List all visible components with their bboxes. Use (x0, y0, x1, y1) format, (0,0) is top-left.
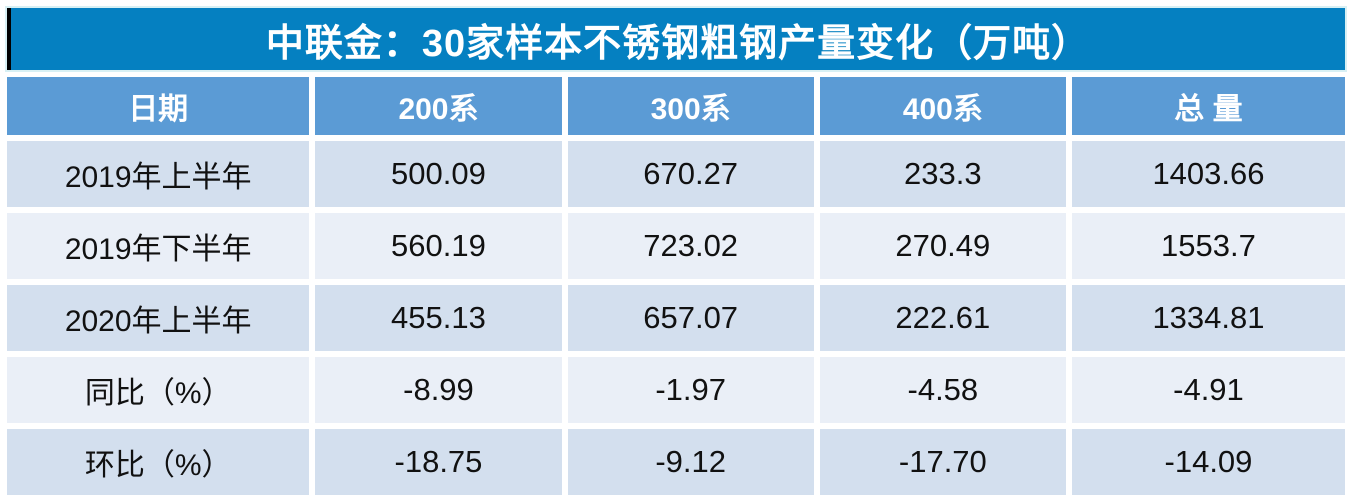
data-cell: -1.97 (567, 357, 814, 423)
data-cell: 1553.7 (1071, 213, 1345, 279)
data-cell: -4.91 (1071, 357, 1345, 423)
production-table: 日期 200系 300系 400系 总 量 2019年上半年 500.09 67… (7, 77, 1345, 495)
data-cell: 723.02 (567, 213, 814, 279)
header-cell-300: 300系 (567, 77, 814, 135)
header-cell-total: 总 量 (1071, 77, 1345, 135)
data-cell: -17.70 (819, 429, 1066, 495)
table-title-bar: 中联金：30家样本不锈钢粗钢产量变化（万吨） (5, 6, 1347, 72)
row-label: 同比（%） (7, 357, 310, 423)
data-cell: 500.09 (315, 141, 562, 207)
page-title: 中联金：30家样本不锈钢粗钢产量变化（万吨） (265, 22, 1091, 65)
data-cell: 1403.66 (1071, 141, 1345, 207)
data-cell: 270.49 (819, 213, 1066, 279)
data-cell: -9.12 (567, 429, 814, 495)
row-label: 2020年上半年 (7, 285, 310, 351)
data-cell: 670.27 (567, 141, 814, 207)
data-cell: 1334.81 (1071, 285, 1345, 351)
data-cell: -4.58 (819, 357, 1066, 423)
data-cell: -14.09 (1071, 429, 1345, 495)
row-label: 环比（%） (7, 429, 310, 495)
row-label: 2019年上半年 (7, 141, 310, 207)
header-cell-date: 日期 (7, 77, 310, 135)
header-cell-400: 400系 (819, 77, 1066, 135)
data-cell: 560.19 (315, 213, 562, 279)
data-cell: 233.3 (819, 141, 1066, 207)
row-label: 2019年下半年 (7, 213, 310, 279)
header-cell-200: 200系 (315, 77, 562, 135)
data-cell: -8.99 (315, 357, 562, 423)
data-cell: 455.13 (315, 285, 562, 351)
data-cell: -18.75 (315, 429, 562, 495)
data-cell: 222.61 (819, 285, 1066, 351)
data-cell: 657.07 (567, 285, 814, 351)
